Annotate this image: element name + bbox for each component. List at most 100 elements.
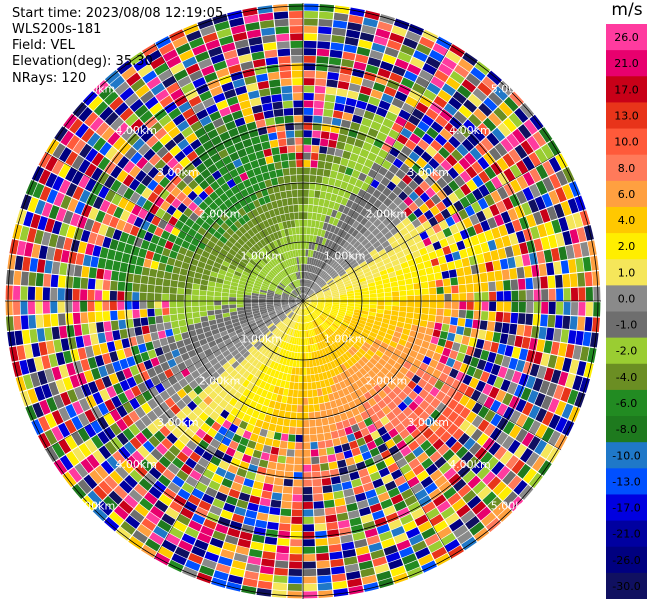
velocity-gate xyxy=(59,262,68,276)
velocity-gate xyxy=(116,219,127,231)
velocity-gate xyxy=(290,282,295,289)
velocity-gate xyxy=(198,500,212,512)
velocity-gate xyxy=(481,512,497,527)
velocity-gate xyxy=(548,301,556,315)
velocity-gate xyxy=(249,259,257,266)
velocity-gate xyxy=(218,148,229,159)
velocity-gate xyxy=(201,274,210,281)
velocity-gate xyxy=(226,413,236,423)
velocity-gate xyxy=(210,438,221,449)
range-ring-label: 1.00km xyxy=(324,249,366,262)
velocity-gate xyxy=(275,26,289,35)
velocity-gate xyxy=(245,311,253,317)
velocity-gate xyxy=(345,312,353,317)
velocity-gate xyxy=(428,342,437,352)
velocity-gate xyxy=(162,301,170,308)
velocity-gate xyxy=(299,360,303,368)
velocity-gate xyxy=(287,389,294,397)
velocity-gate xyxy=(93,101,109,116)
velocity-gate xyxy=(412,276,421,284)
velocity-gate xyxy=(135,124,149,138)
velocity-gate xyxy=(215,563,231,574)
range-ring-label: 1.00km xyxy=(240,333,282,346)
velocity-gate xyxy=(308,190,315,198)
velocity-gate xyxy=(379,326,388,333)
velocity-gate xyxy=(257,396,266,405)
velocity-gate xyxy=(496,301,504,312)
velocity-gate xyxy=(245,407,255,416)
velocity-gate xyxy=(403,470,416,482)
velocity-gate xyxy=(279,324,286,331)
velocity-gate xyxy=(572,345,582,360)
velocity-gate xyxy=(183,428,195,440)
velocity-gate xyxy=(389,276,398,283)
velocity-gate xyxy=(337,428,347,438)
velocity-gate xyxy=(122,414,134,427)
velocity-gate xyxy=(590,255,599,271)
velocity-gate xyxy=(300,315,303,323)
velocity-gate xyxy=(289,296,296,300)
velocity-gate xyxy=(323,264,329,271)
velocity-gate xyxy=(304,271,307,279)
velocity-gate xyxy=(291,404,298,412)
velocity-gate xyxy=(362,141,373,152)
velocity-gate xyxy=(164,181,176,193)
velocity-gate xyxy=(146,410,158,422)
velocity-gate xyxy=(46,397,58,412)
velocity-gate xyxy=(185,218,195,228)
velocity-gate xyxy=(303,299,310,301)
velocity-gate xyxy=(282,236,288,245)
velocity-gate xyxy=(273,303,281,306)
velocity-gate xyxy=(430,139,443,152)
velocity-gate xyxy=(401,417,412,428)
velocity-gate xyxy=(208,390,218,400)
velocity-gate xyxy=(185,63,200,75)
velocity-gate xyxy=(347,305,355,310)
velocity-gate xyxy=(129,98,144,113)
velocity-gate xyxy=(353,430,363,440)
velocity-gate xyxy=(463,327,472,337)
velocity-gate xyxy=(186,114,199,126)
velocity-gate xyxy=(412,540,427,553)
velocity-gate xyxy=(404,560,420,572)
velocity-gate xyxy=(372,478,384,489)
velocity-gate xyxy=(341,481,353,490)
velocity-gate xyxy=(268,310,276,314)
velocity-gate xyxy=(326,386,333,394)
velocity-gate xyxy=(465,515,480,530)
velocity-gate xyxy=(293,100,303,108)
velocity-gate xyxy=(309,295,317,299)
velocity-gate xyxy=(288,302,296,304)
velocity-gate xyxy=(323,339,329,347)
velocity-gate xyxy=(191,301,199,307)
velocity-gate xyxy=(241,337,249,345)
velocity-gate xyxy=(199,284,208,291)
velocity-gate xyxy=(363,192,372,202)
velocity-gate xyxy=(334,5,350,15)
velocity-gate xyxy=(407,212,418,223)
velocity-gate xyxy=(287,275,292,283)
velocity-gate xyxy=(351,280,360,285)
velocity-gate xyxy=(377,491,390,503)
velocity-gate xyxy=(284,289,291,294)
velocity-gate xyxy=(335,211,343,220)
velocity-gate xyxy=(527,390,539,404)
velocity-gate xyxy=(316,56,329,64)
velocity-gate xyxy=(266,430,275,439)
velocity-gate xyxy=(58,275,66,288)
velocity-gate xyxy=(412,82,426,95)
velocity-gate xyxy=(231,560,247,570)
velocity-gate xyxy=(402,406,413,417)
velocity-gate xyxy=(346,136,356,146)
velocity-gate xyxy=(278,206,285,215)
velocity-gate xyxy=(431,546,447,560)
velocity-gate xyxy=(391,259,400,267)
velocity-gate xyxy=(154,499,169,513)
velocity-gate xyxy=(195,83,210,95)
velocity-gate xyxy=(310,265,315,273)
velocity-gate xyxy=(77,347,87,360)
velocity-gate xyxy=(118,446,131,460)
velocity-gate xyxy=(114,339,123,351)
velocity-gate xyxy=(27,286,36,300)
velocity-gate xyxy=(65,151,79,166)
